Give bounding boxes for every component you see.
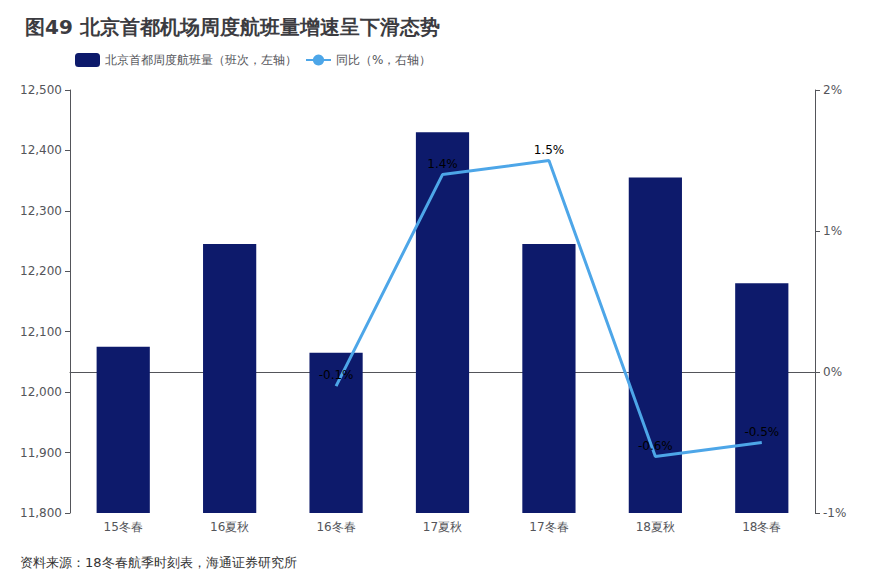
svg-text:12,200: 12,200 — [20, 264, 62, 278]
svg-text:-0.5%: -0.5% — [744, 425, 779, 439]
svg-text:11,900: 11,900 — [20, 446, 62, 460]
svg-text:11,800: 11,800 — [20, 506, 62, 520]
svg-text:资料来源：18冬春航季时刻表，海通证券研究所: 资料来源：18冬春航季时刻表，海通证券研究所 — [20, 555, 297, 570]
svg-text:15冬春: 15冬春 — [104, 520, 143, 534]
svg-text:1%: 1% — [823, 224, 842, 238]
svg-text:17冬春: 17冬春 — [529, 520, 568, 534]
svg-text:北京首都周度航班量（班次，左轴）: 北京首都周度航班量（班次，左轴） — [105, 53, 297, 67]
svg-text:16冬春: 16冬春 — [316, 520, 355, 534]
svg-text:图49 北京首都机场周度航班量增速呈下滑态势: 图49 北京首都机场周度航班量增速呈下滑态势 — [25, 15, 440, 39]
svg-text:17夏秋: 17夏秋 — [423, 520, 462, 534]
svg-text:-0.6%: -0.6% — [638, 439, 673, 453]
svg-text:18冬春: 18冬春 — [742, 520, 781, 534]
svg-text:0%: 0% — [823, 365, 842, 379]
svg-text:2%: 2% — [823, 83, 842, 97]
svg-text:12,000: 12,000 — [20, 385, 62, 399]
svg-text:1.4%: 1.4% — [427, 157, 458, 171]
svg-text:12,400: 12,400 — [20, 143, 62, 157]
svg-text:同比（%，右轴）: 同比（%，右轴） — [336, 53, 431, 67]
svg-text:12,100: 12,100 — [20, 325, 62, 339]
svg-text:16夏秋: 16夏秋 — [210, 520, 249, 534]
svg-text:-0.1%: -0.1% — [319, 368, 354, 382]
svg-text:1.5%: 1.5% — [534, 143, 565, 157]
svg-text:18夏秋: 18夏秋 — [636, 520, 675, 534]
svg-text:-1%: -1% — [823, 506, 846, 520]
svg-text:12,300: 12,300 — [20, 204, 62, 218]
svg-text:12,500: 12,500 — [20, 83, 62, 97]
